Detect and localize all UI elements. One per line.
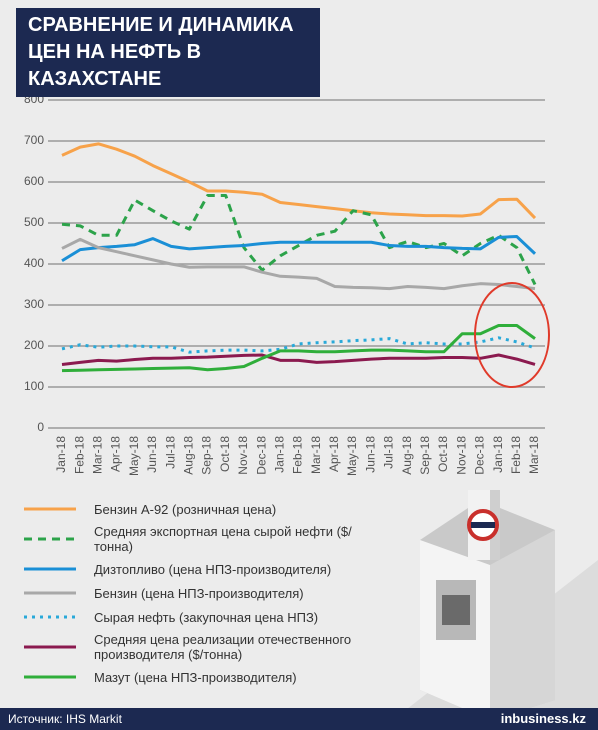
- legend-swatch: [24, 591, 76, 595]
- y-tick-label: 200: [24, 338, 44, 352]
- series-line: [61, 237, 536, 291]
- x-tick-label: Oct-18: [218, 436, 232, 472]
- legend-label: Сырая нефть (закупочная цена НПЗ): [94, 609, 319, 625]
- legend-item: Средняя экспортная цена сырой нефти ($/т…: [22, 524, 412, 554]
- x-tick-label: Aug-18: [182, 436, 196, 475]
- y-tick-label: 600: [24, 174, 44, 188]
- legend-swatch: [24, 507, 76, 511]
- x-tick-label: Nov-18: [236, 436, 250, 475]
- legend-item: Бензин (цена НПЗ-производителя): [22, 584, 412, 602]
- x-tick-label: Mar-18: [91, 436, 105, 474]
- legend-swatch: [24, 675, 76, 679]
- y-tick-label: 500: [24, 215, 44, 229]
- x-tick-label: Feb-18: [72, 436, 86, 474]
- legend: Бензин А-92 (розничная цена) Средняя эксп…: [22, 500, 412, 692]
- legend-item: Средняя цена реализации отечественного п…: [22, 632, 412, 662]
- x-tick-label: Jul-18: [382, 436, 396, 469]
- legend-swatch: [24, 537, 76, 541]
- legend-label: Бензин А-92 (розничная цена): [94, 501, 277, 517]
- legend-label: Средняя цена реализации отечественного п…: [94, 632, 352, 662]
- y-tick-label: 300: [24, 297, 44, 311]
- x-tick-label: Dec-18: [254, 436, 268, 475]
- y-tick-label: 400: [24, 256, 44, 270]
- source: Источник: IHS Markit: [8, 712, 122, 726]
- x-tick-label: Feb-18: [509, 436, 523, 474]
- x-tick-label: Mar-18: [527, 436, 541, 474]
- x-tick-label: Sep-18: [418, 436, 432, 475]
- legend-label: Мазут (цена НПЗ-производителя): [94, 669, 297, 685]
- series-line: [61, 194, 537, 286]
- x-tick-label: Jan-18: [272, 436, 286, 473]
- y-tick-label: 100: [24, 379, 44, 393]
- x-tick-label: Jun-18: [363, 436, 377, 473]
- series-line: [61, 324, 536, 373]
- highlight-circle: [474, 282, 550, 388]
- x-tick-label: Aug-18: [400, 436, 414, 475]
- legend-label: Бензин (цена НПЗ-производителя): [94, 585, 304, 601]
- building: [420, 490, 555, 720]
- legend-item: Дизтопливо (цена НПЗ-производителя): [22, 560, 412, 578]
- x-tick-label: May-18: [345, 436, 359, 476]
- x-tick-label: Mar-18: [309, 436, 323, 474]
- legend-swatch: [24, 567, 76, 571]
- legend-swatch: [24, 645, 76, 649]
- x-tick-label: Apr-18: [109, 436, 123, 472]
- x-tick-label: Jan-18: [54, 436, 68, 473]
- footer: Источник: IHS Markit inbusiness.kz: [0, 708, 598, 730]
- x-tick-label: May-18: [127, 436, 141, 476]
- series-line: [61, 353, 536, 366]
- legend-swatch: [24, 615, 76, 619]
- series-line: [61, 142, 537, 220]
- x-tick-label: Jul-18: [163, 436, 177, 469]
- legend-item: Мазут (цена НПЗ-производителя): [22, 668, 412, 686]
- y-tick-label: 700: [24, 133, 44, 147]
- legend-item: Бензин А-92 (розничная цена): [22, 500, 412, 518]
- x-tick-label: Feb-18: [291, 436, 305, 474]
- series-line: [61, 235, 537, 263]
- legend-label: Средняя экспортная цена сырой нефти ($/т…: [94, 524, 352, 554]
- legend-label: Дизтопливо (цена НПЗ-производителя): [94, 561, 332, 577]
- x-tick-label: Jan-18: [491, 436, 505, 473]
- x-tick-label: Jun-18: [145, 436, 159, 473]
- brand: inbusiness.kz: [500, 711, 586, 726]
- x-tick-label: Nov-18: [454, 436, 468, 475]
- x-tick-label: Sep-18: [200, 436, 214, 475]
- x-tick-label: Apr-18: [327, 436, 341, 472]
- y-tick-label: 0: [37, 420, 44, 434]
- x-tick-label: Oct-18: [436, 436, 450, 472]
- legend-item: Сырая нефть (закупочная цена НПЗ): [22, 608, 412, 626]
- title: СРАВНЕНИЕ И ДИНАМИКА ЦЕН НА НЕФТЬ В КАЗА…: [16, 8, 320, 97]
- x-tick-label: Dec-18: [473, 436, 487, 475]
